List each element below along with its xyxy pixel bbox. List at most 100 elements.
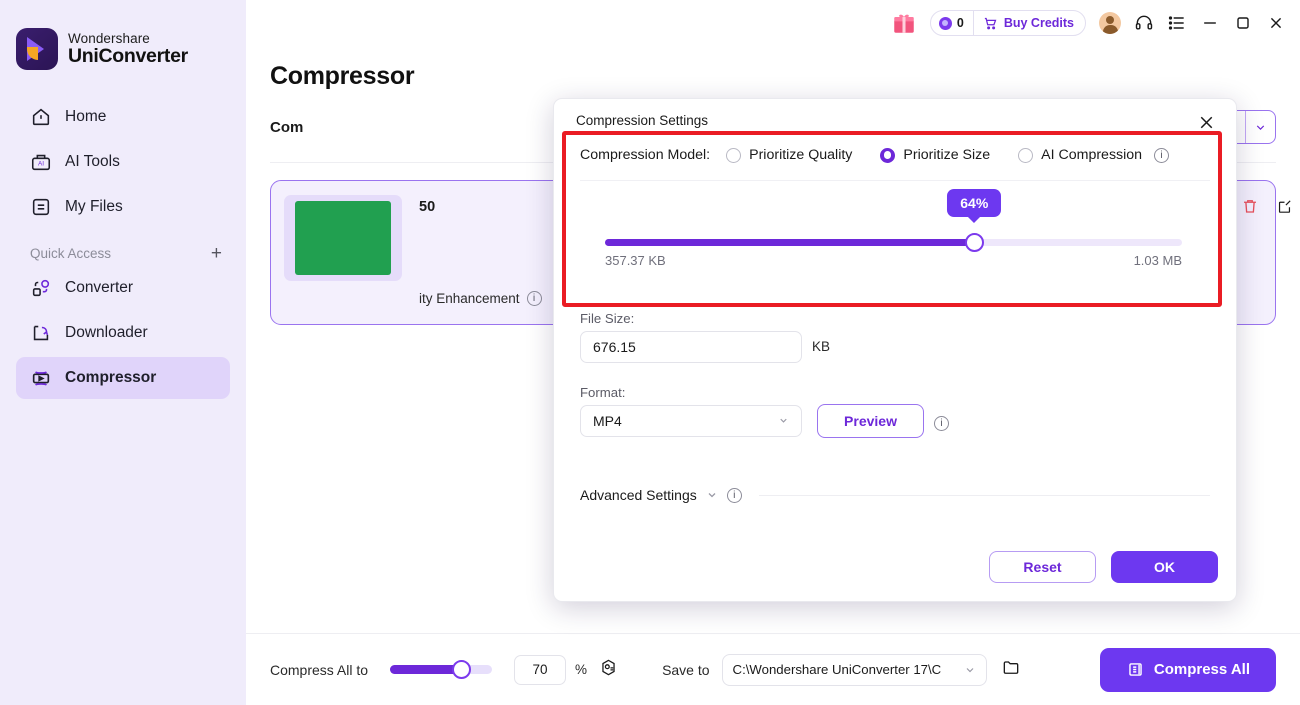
converter-icon (32, 279, 50, 297)
radio-icon (726, 147, 742, 163)
avatar[interactable] (1099, 12, 1121, 34)
credits-widget[interactable]: 0 Buy Credits (929, 10, 1086, 36)
compressor-icon (32, 371, 50, 386)
compress-all-button[interactable]: Compress All (1099, 647, 1276, 692)
sidebar-item-home[interactable]: Home (16, 96, 230, 138)
chevron-down-icon (966, 667, 973, 672)
slider-knob[interactable] (964, 233, 984, 252)
file-thumbnail-wrap (284, 195, 402, 281)
sidebar: Wondershare UniConverter Home AI AI Tool… (0, 0, 246, 705)
file-size-value: 676.15 (593, 339, 636, 355)
sidebar-item-converter[interactable]: Converter (16, 267, 230, 309)
info-icon[interactable]: i (934, 416, 949, 431)
dialog-title: Compression Settings (576, 113, 709, 128)
cart-icon (984, 17, 997, 29)
reset-button[interactable]: Reset (989, 551, 1096, 583)
chevron-down-icon (1256, 124, 1265, 130)
minimize-icon[interactable] (1200, 13, 1220, 33)
compress-all-label: Compress All (1153, 661, 1250, 678)
radio-label: AI Compression (1041, 147, 1143, 163)
radio-icon (1018, 147, 1034, 163)
compress-all-slider[interactable] (390, 660, 493, 679)
percent-sign: % (575, 662, 588, 677)
compression-settings-dialog: Compression Settings Compression Model: … (553, 98, 1237, 602)
bottom-toolbar: Compress All to 70 % Save to C:\Wondersh… (246, 633, 1300, 705)
home-icon (32, 108, 50, 126)
compress-all-to-label: Compress All to (270, 661, 369, 678)
save-path-select[interactable]: C:\Wondershare UniConverter 17\C (721, 653, 987, 686)
file-delete-icon[interactable] (1241, 197, 1259, 220)
list-menu-icon[interactable] (1167, 13, 1187, 33)
gift-icon[interactable] (891, 10, 917, 36)
svg-text:AI: AI (38, 161, 44, 168)
ai-tools-icon: AI (31, 154, 51, 171)
headset-icon[interactable] (1134, 13, 1154, 33)
close-icon[interactable] (1266, 13, 1286, 33)
info-icon[interactable]: i (526, 291, 542, 306)
compression-slider-area: 64% 357.37 KB 1.03 MB (605, 189, 1182, 268)
radio-ai-compression[interactable]: AI Compression i (1018, 147, 1170, 163)
file-size-unit: KB (812, 339, 831, 354)
quick-access-add-icon[interactable]: + (210, 243, 222, 264)
file-size-label: File Size: (580, 311, 635, 326)
slider-value-bubble: 64% (947, 189, 1002, 217)
sidebar-item-downloader[interactable]: Downloader (16, 312, 230, 354)
slider-range-labels: 357.37 KB 1.03 MB (605, 253, 1182, 268)
sidebar-item-label: Home (65, 108, 107, 125)
sidebar-nav: Home AI AI Tools My Files (0, 96, 246, 228)
maximize-icon[interactable] (1233, 13, 1253, 33)
info-icon[interactable]: i (726, 487, 742, 503)
percent-value: 70 (532, 662, 548, 677)
radio-prioritize-quality[interactable]: Prioritize Quality (726, 147, 852, 163)
my-files-icon (32, 198, 50, 216)
open-folder-icon[interactable] (1001, 657, 1021, 682)
add-files-dropdown[interactable] (1245, 111, 1275, 143)
edit-name-icon[interactable] (1276, 198, 1293, 220)
radio-prioritize-size[interactable]: Prioritize Size (880, 147, 990, 163)
info-icon[interactable]: i (1154, 147, 1170, 163)
credits-count: 0 (956, 16, 964, 30)
radio-icon-selected (880, 147, 896, 163)
buy-credits-label: Buy Credits (1003, 16, 1074, 30)
highlight-annotation-box (562, 131, 1222, 307)
slider-max-label: 1.03 MB (1133, 253, 1182, 268)
coin-icon (938, 16, 952, 30)
quick-access-header: Quick Access + (30, 244, 222, 263)
slider-fill (390, 665, 462, 674)
file-name: 50 (419, 199, 436, 215)
buy-credits-button[interactable]: Buy Credits (974, 11, 1085, 35)
dialog-close-button[interactable] (1192, 108, 1220, 136)
main-area: 0 Buy Credits Compressor Com (246, 0, 1300, 705)
radio-label: Prioritize Quality (749, 147, 853, 163)
sidebar-item-label: My Files (65, 198, 123, 215)
format-value: MP4 (593, 413, 622, 429)
slider-min-label: 357.37 KB (605, 253, 666, 268)
sidebar-item-compressor[interactable]: Compressor (16, 357, 230, 399)
file-size-input[interactable]: 676.15 (580, 331, 802, 363)
close-icon (1200, 116, 1212, 128)
compress-icon (1129, 663, 1142, 676)
ok-button[interactable]: OK (1111, 551, 1218, 583)
percent-input[interactable]: 70 (514, 654, 567, 685)
advanced-settings-label[interactable]: Advanced Settings (580, 487, 697, 503)
credits-balance: 0 (931, 11, 974, 35)
sidebar-item-my-files[interactable]: My Files (16, 186, 230, 228)
chevron-down-icon[interactable] (706, 489, 718, 501)
radio-label: Prioritize Size (903, 147, 991, 163)
preview-button[interactable]: Preview (817, 404, 924, 438)
slider-knob[interactable] (451, 660, 471, 679)
dialog-separator (580, 180, 1210, 181)
format-select[interactable]: MP4 (580, 405, 802, 437)
format-label: Format: (580, 385, 626, 400)
save-to-label: Save to (662, 661, 710, 678)
chevron-down-icon (778, 413, 789, 429)
compression-model-label: Compression Model: (580, 147, 711, 163)
settings-gear-icon[interactable] (599, 658, 618, 682)
advanced-divider (758, 494, 1210, 496)
compression-slider-track[interactable] (605, 233, 1182, 252)
sidebar-item-label: Downloader (65, 324, 148, 341)
quick-access-label: Quick Access (30, 246, 112, 261)
sidebar-item-ai-tools[interactable]: AI AI Tools (16, 141, 230, 183)
enhancement-label: ity Enhancement (419, 291, 520, 306)
